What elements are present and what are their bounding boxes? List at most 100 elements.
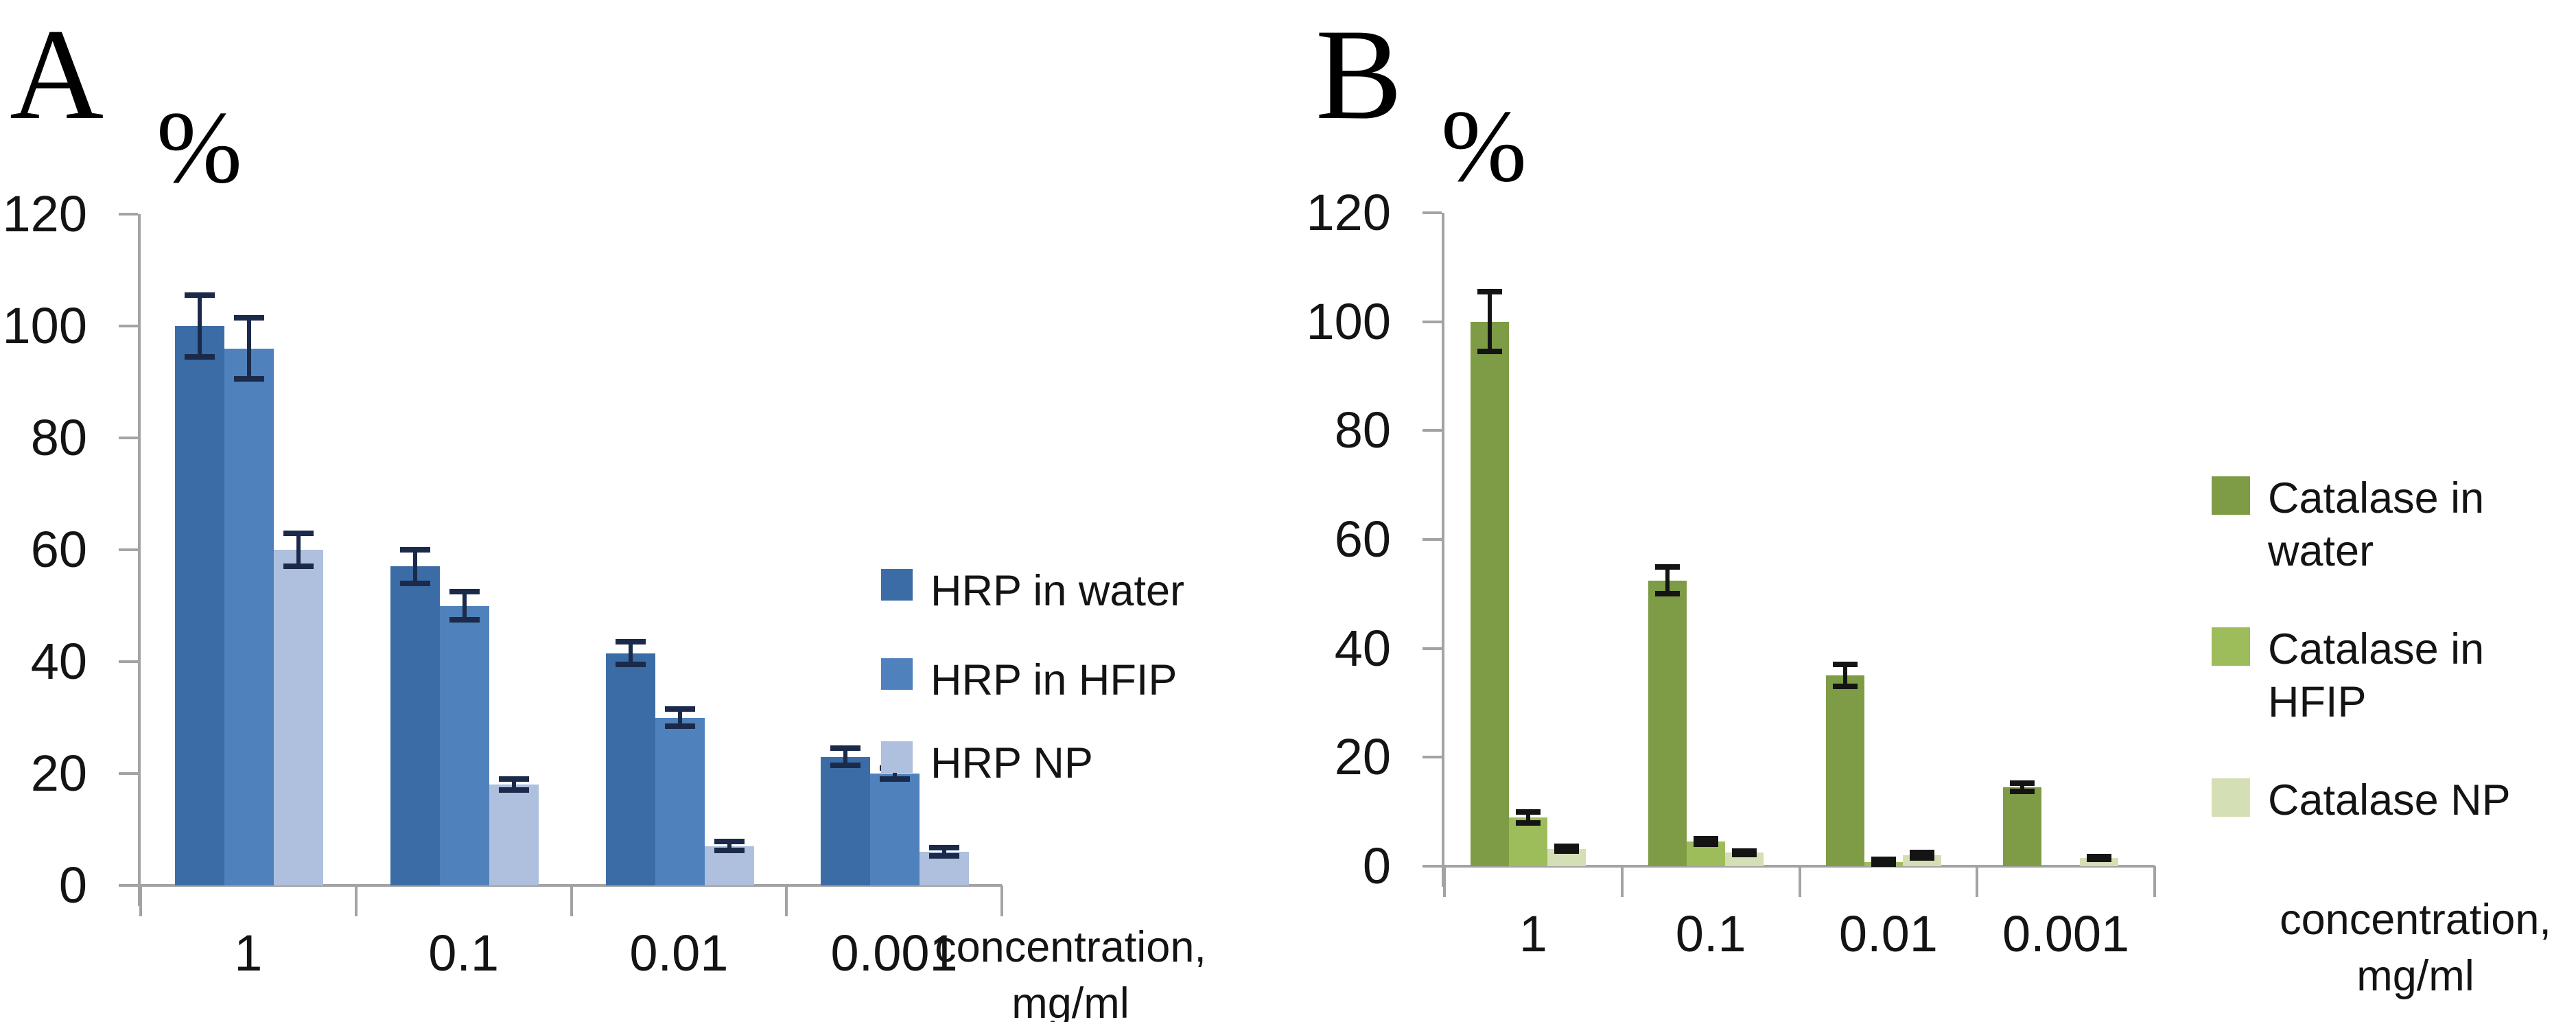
error-bar-stem xyxy=(942,848,947,856)
error-bar-cap xyxy=(498,776,529,782)
y-tick xyxy=(119,548,138,551)
error-bar-cap xyxy=(1477,349,1502,355)
error-bar-cap xyxy=(1909,855,1934,861)
error-bar-cap xyxy=(449,616,480,623)
y-tick xyxy=(119,437,138,439)
error-bar-cap xyxy=(1693,836,1718,842)
error-bar-stem xyxy=(1881,859,1886,864)
y-tick xyxy=(119,325,138,327)
y-tick-label: 40 xyxy=(30,633,87,690)
error-bar-cap xyxy=(185,353,215,360)
error-bar-cap xyxy=(1554,844,1579,850)
x-axis-title-line2: mg/ml xyxy=(2356,951,2474,1000)
panel-label: A xyxy=(10,3,104,147)
y-axis-unit-label: % xyxy=(156,91,242,205)
error-bar-cap xyxy=(1731,851,1757,857)
error-bar-stem xyxy=(296,533,301,567)
error-bar-cap xyxy=(714,848,745,854)
error-bar-cap xyxy=(929,845,960,851)
error-bar-cap xyxy=(1909,850,1934,856)
bar xyxy=(1825,675,1864,866)
error-bar-cap xyxy=(1731,848,1757,854)
error-bar-stem xyxy=(247,317,251,380)
y-tick-label: 0 xyxy=(1362,837,1391,894)
bar xyxy=(821,756,871,885)
error-bar-stem xyxy=(511,779,516,791)
x-axis-line xyxy=(1444,865,2155,868)
legend-swatch xyxy=(2212,627,2250,666)
x-tick-label: 1 xyxy=(1519,905,1547,962)
error-bar-stem xyxy=(412,550,417,583)
y-tick xyxy=(1422,538,1442,541)
legend-swatch xyxy=(881,569,913,601)
bar xyxy=(1902,855,1941,866)
x-tick-label: 0.01 xyxy=(629,925,729,982)
error-bar-cap xyxy=(2010,780,2035,786)
y-tick-label: 60 xyxy=(30,521,87,578)
error-bar-cap xyxy=(1477,289,1502,295)
y-tick xyxy=(119,213,138,216)
legend-label: HRP NP xyxy=(930,739,1093,787)
error-bar-cap xyxy=(830,762,861,768)
error-bar-stem xyxy=(1919,852,1924,859)
bar xyxy=(489,785,539,885)
error-bar-stem xyxy=(727,841,731,851)
error-bar-cap xyxy=(664,723,695,729)
legend-item: Catalase in water xyxy=(2212,472,2563,578)
error-bar-cap xyxy=(1654,591,1680,597)
x-tick xyxy=(1443,866,1446,897)
bar xyxy=(1547,848,1586,866)
y-tick xyxy=(1422,320,1442,323)
y-tick-label: 80 xyxy=(1334,402,1391,459)
error-bar-stem xyxy=(1703,839,1708,845)
error-bar-stem xyxy=(893,767,898,780)
error-bar-cap xyxy=(615,662,646,668)
error-bar-stem xyxy=(843,748,848,765)
y-tick-label: 100 xyxy=(2,297,87,354)
bar xyxy=(1864,861,1903,866)
x-axis-title: concentration, mg/ml xyxy=(2280,892,2551,1005)
x-tick xyxy=(570,885,573,916)
x-tick-label: 1 xyxy=(234,925,263,982)
error-bar-cap xyxy=(449,589,480,595)
x-tick-label: 0.1 xyxy=(1675,905,1746,962)
bar xyxy=(224,348,274,885)
legend-swatch xyxy=(2212,778,2250,817)
error-bar-cap xyxy=(283,564,314,570)
error-bar-cap xyxy=(2010,789,2035,795)
x-tick-label: 0.01 xyxy=(1838,905,1938,962)
error-bar-cap xyxy=(399,547,430,553)
error-bar-cap xyxy=(1871,861,1896,867)
error-bar-stem xyxy=(198,295,202,357)
error-bar-cap xyxy=(1871,857,1896,863)
x-tick xyxy=(1976,866,1979,897)
legend-swatch xyxy=(881,741,913,773)
y-tick-label: 20 xyxy=(30,745,87,802)
error-bar-cap xyxy=(830,745,861,752)
legend-swatch xyxy=(881,658,913,690)
x-tick-label: 0.001 xyxy=(2002,905,2130,962)
legend-item: HRP in HFIP xyxy=(881,654,1315,707)
bar xyxy=(274,550,323,885)
legend-item: HRP NP xyxy=(881,737,1315,790)
error-bar-stem xyxy=(1565,846,1569,851)
y-tick-label: 80 xyxy=(30,409,87,466)
error-bar-stem xyxy=(1742,850,1746,855)
y-tick-label: 60 xyxy=(1334,511,1391,568)
y-tick-label: 120 xyxy=(2,185,87,242)
y-tick xyxy=(119,772,138,775)
error-bar-cap xyxy=(498,787,529,793)
legend-label: Catalase in water xyxy=(2268,474,2485,575)
error-bar-cap xyxy=(283,530,314,536)
x-tick xyxy=(2153,866,2156,897)
x-tick xyxy=(354,885,358,916)
bar xyxy=(655,717,705,885)
y-tick xyxy=(1422,429,1442,432)
error-bar-cap xyxy=(1693,841,1718,848)
panel-label: B xyxy=(1315,3,1403,147)
error-bar-cap xyxy=(880,776,911,782)
x-axis-title-line1: concentration, xyxy=(2280,896,2551,944)
bar xyxy=(2003,787,2042,866)
